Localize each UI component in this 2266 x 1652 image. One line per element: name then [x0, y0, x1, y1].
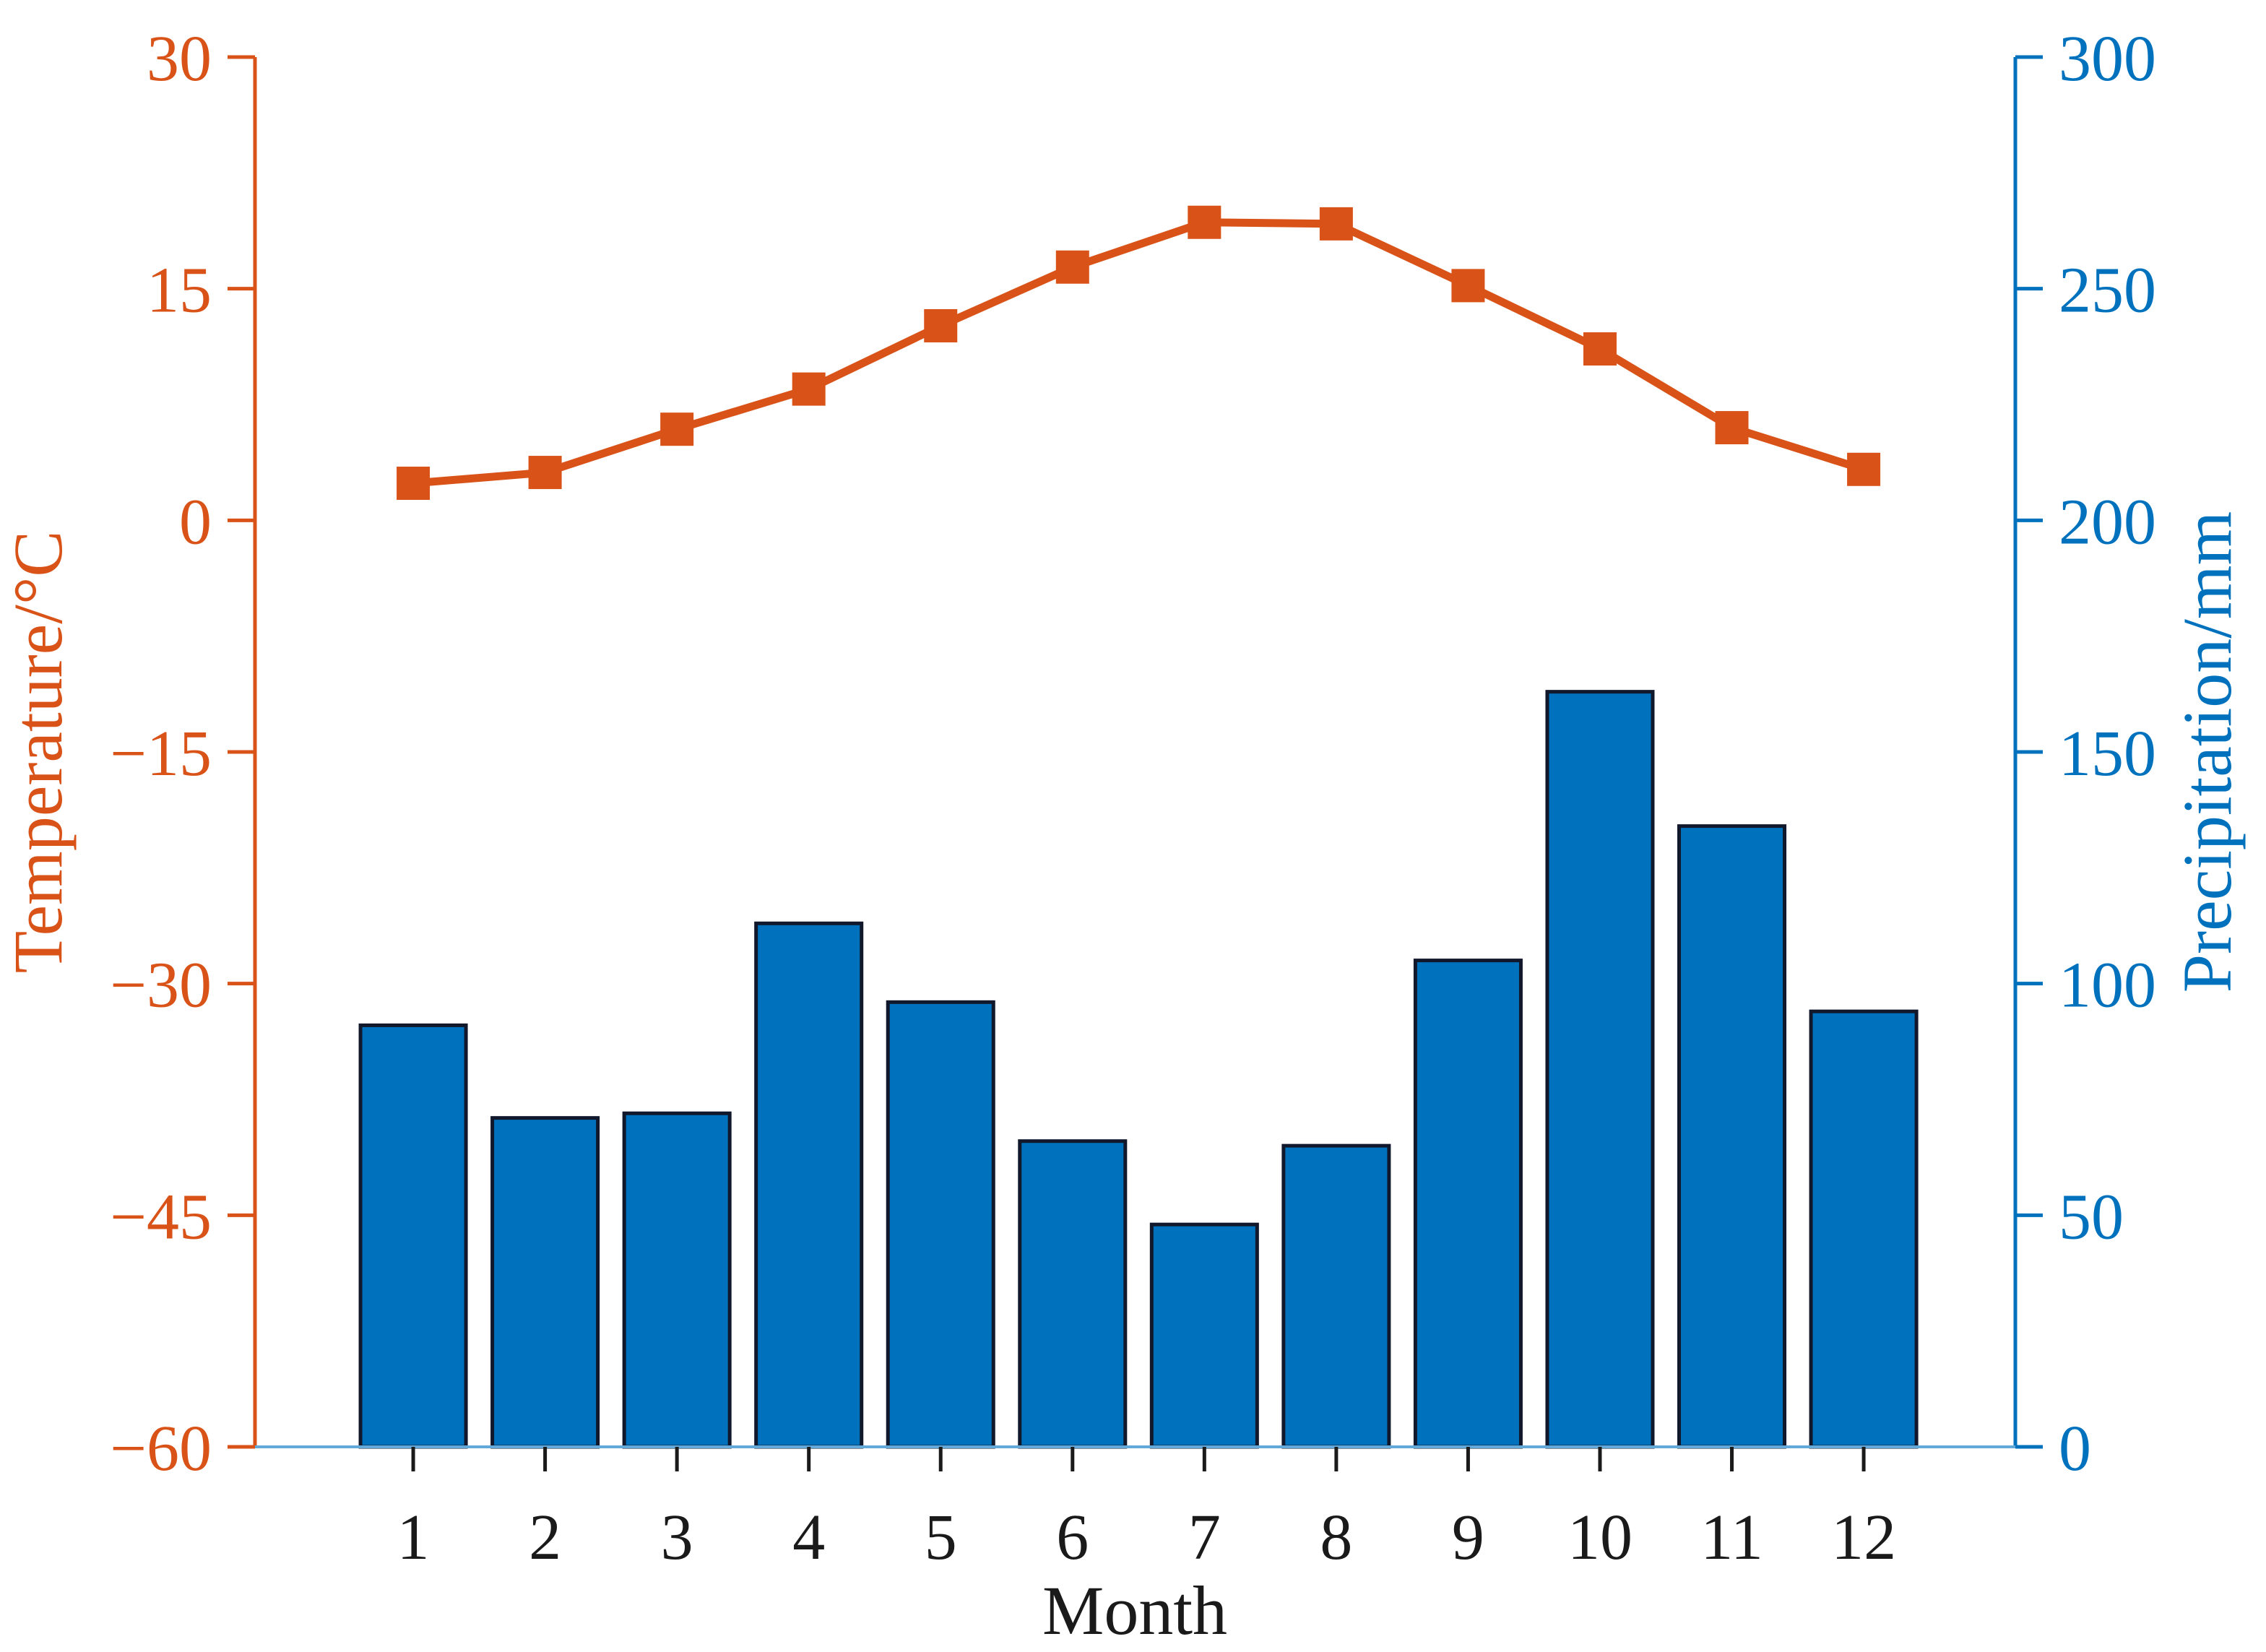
left-axis-tick-label: −15: [110, 718, 212, 790]
x-axis-tick-label: 4: [792, 1502, 825, 1573]
precipitation-bar: [1281, 1143, 1391, 1449]
x-axis-tick-label: 8: [1320, 1502, 1352, 1573]
precipitation-bars-layer: [358, 690, 1919, 1449]
temperature-marker: [528, 456, 562, 490]
right-axis-tick-label: 0: [2059, 1413, 2091, 1484]
x-axis-tick-label: 9: [1452, 1502, 1484, 1573]
right-axis-tick-label: 200: [2059, 486, 2156, 558]
right-axis-tick-label: 150: [2059, 718, 2156, 790]
x-axis-tick-label: 5: [925, 1502, 957, 1573]
temperature-marker: [660, 412, 694, 446]
precipitation-bar: [886, 1000, 995, 1449]
temperature-marker: [1319, 207, 1353, 241]
x-axis-tick-label: 2: [529, 1502, 561, 1573]
temperature-marker: [924, 308, 958, 342]
x-axis-tick-label: 3: [661, 1502, 693, 1573]
right-axis-tick-label: 300: [2059, 23, 2156, 95]
precipitation-bar: [754, 921, 864, 1449]
precipitation-bar: [1545, 690, 1655, 1449]
precipitation-bar: [1149, 1222, 1259, 1449]
left-axis-tick-label: −45: [110, 1181, 212, 1253]
left-axis-tick-label: 15: [147, 255, 212, 326]
x-axis-tick-label: 10: [1567, 1502, 1633, 1573]
left-axis-tick-label: −60: [110, 1413, 212, 1484]
right-axis-tick-label: 100: [2059, 950, 2156, 1021]
x-axis-tick-label: 7: [1188, 1502, 1221, 1573]
precipitation-bar: [490, 1116, 600, 1449]
x-axis-tick-label: 12: [1831, 1502, 1896, 1573]
precipitation-bar: [1809, 1009, 1919, 1449]
right-axis-tick-label: 50: [2059, 1181, 2124, 1253]
x-axis-title: Month: [1042, 1572, 1227, 1649]
temperature-marker: [792, 372, 826, 406]
x-axis-tick-label: 1: [397, 1502, 430, 1573]
precipitation-bar: [358, 1023, 468, 1449]
temperature-marker: [1715, 411, 1749, 445]
x-axis-tick-label: 11: [1700, 1502, 1763, 1573]
temperature-marker: [1055, 250, 1089, 284]
temperature-marker: [397, 467, 431, 501]
right-axis-title: Precipitation/mm: [2168, 511, 2246, 993]
temperature-line: [412, 218, 1865, 488]
temperature-marker: [1583, 332, 1617, 366]
temperature-marker: [1188, 205, 1221, 239]
temperature-marker: [1847, 452, 1881, 486]
x-axis-tick-label: 6: [1056, 1502, 1089, 1573]
left-axis-tick-label: 0: [179, 486, 212, 558]
left-axis-title: Temperature/°C: [0, 531, 77, 974]
right-axis-tick-label: 250: [2059, 255, 2156, 326]
precipitation-bar: [1018, 1139, 1128, 1449]
precipitation-bar: [1677, 824, 1787, 1449]
precipitation-bar: [1413, 959, 1523, 1449]
left-axis-tick-label: 30: [147, 23, 212, 95]
temperature-line-layer: [397, 205, 1881, 501]
temperature-marker: [1451, 269, 1485, 303]
left-axis-tick-label: −30: [110, 950, 212, 1021]
precipitation-bar: [622, 1111, 732, 1449]
